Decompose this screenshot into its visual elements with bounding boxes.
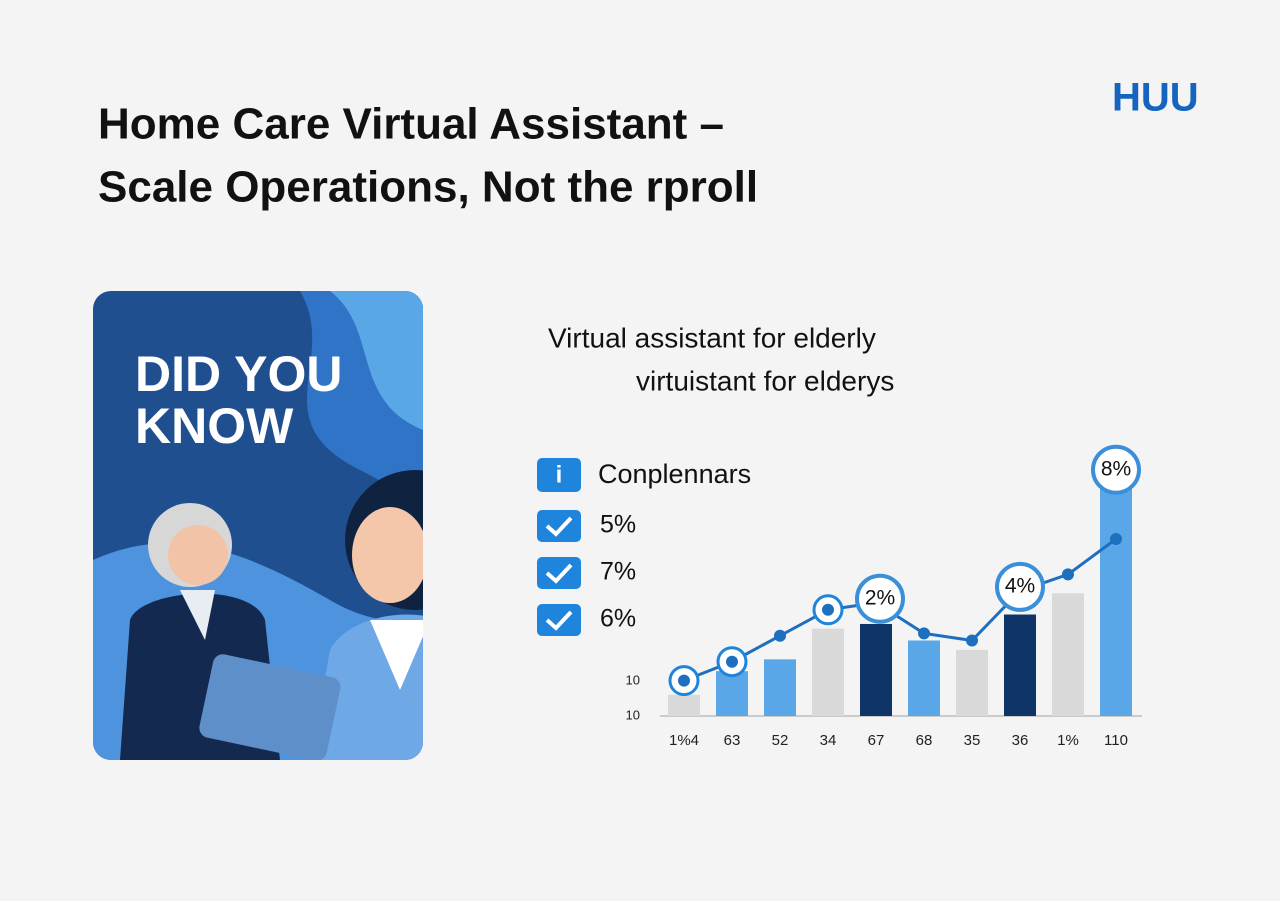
card-heading: DID YOU [135,346,342,402]
collar [370,620,423,690]
bar [764,659,796,716]
chart-title: Virtual assistant for elderly [548,322,876,353]
bar [812,628,844,716]
chart-subtitle: virtuistant for elderys [636,365,894,396]
check-icon [537,604,581,636]
x-tick-label: 110 [1104,732,1128,749]
x-tick-label: 34 [820,732,837,749]
x-tick-label: 1%4 [669,732,699,749]
side-label: 10 [626,672,640,687]
page-title: Scale Operations, Not the rproll [98,163,758,212]
shirt [180,590,215,640]
check-glyph [545,563,573,584]
x-tick-label: 36 [1012,732,1029,749]
card-heading: KNOW [135,398,294,454]
info-icon [537,458,581,492]
point [1062,568,1074,581]
info-glyph: i [556,461,563,488]
point [726,655,738,668]
wave [330,291,423,430]
side-label: 10 [626,707,640,722]
callout-ring [855,573,905,624]
logo: HUU [1112,76,1199,120]
bar [1100,484,1132,716]
check-glyph [545,516,573,537]
bar [908,640,940,716]
legend-item: 6% [600,605,636,633]
callout-ring [995,561,1045,612]
x-tick-label: 1% [1057,732,1079,749]
bar [668,694,700,716]
tablet [199,654,341,760]
x-tick-label: 52 [772,732,789,749]
callout-ring [1091,444,1141,495]
x-tick-label: 35 [964,732,981,749]
point [966,634,978,647]
bar [716,671,748,716]
face [352,507,423,603]
point [822,603,834,616]
illustration-card: DID YOU KNOW [93,291,423,760]
bar [860,623,892,716]
callout-label: 8% [1101,457,1131,480]
check-icon [537,557,581,589]
check-icon [537,510,581,542]
point [1110,533,1122,545]
callout-label: 2% [865,586,895,609]
x-tick-label: 67 [868,732,885,749]
legend-item: 7% [600,558,636,586]
bar [1004,614,1036,716]
face [168,525,228,585]
x-tick-label: 63 [724,732,741,749]
legend-heading: Conplennars [598,459,751,489]
check-glyph [545,610,573,631]
callout-label: 4% [1005,574,1035,597]
x-tick-label: 68 [916,732,933,749]
bar [1052,593,1084,716]
page-title: Home Care Virtual Assistant – [98,100,724,149]
point [918,627,930,640]
legend-item: 5% [600,511,636,539]
point [774,629,786,642]
bar [956,649,988,716]
point [678,674,690,687]
